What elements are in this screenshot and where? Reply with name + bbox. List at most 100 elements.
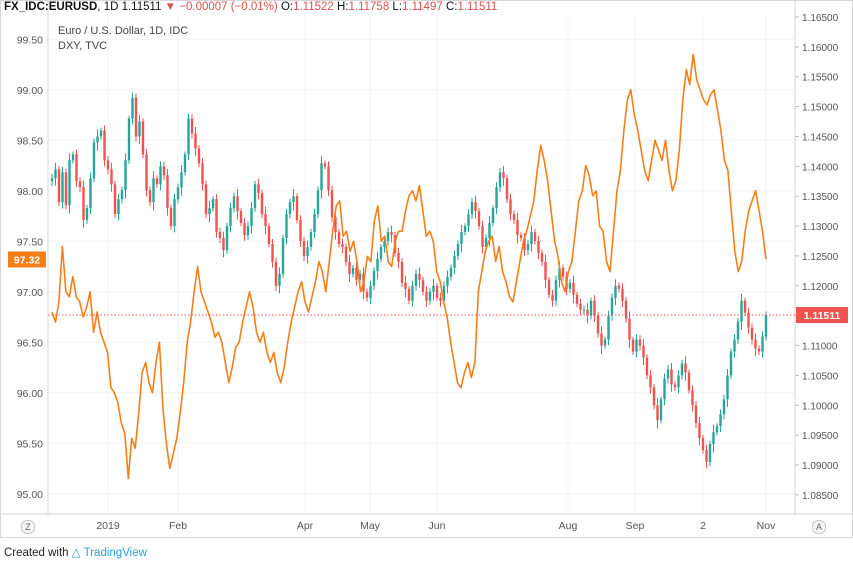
candle-body <box>484 238 488 247</box>
x-tick-label: Nov <box>757 520 776 532</box>
candle-body <box>302 241 306 256</box>
candle-body <box>516 220 519 236</box>
candle-body <box>421 279 425 292</box>
candle-body <box>386 232 390 242</box>
candle-body <box>369 285 372 298</box>
candle-body <box>187 118 190 155</box>
right-tick-label: 1.08500 <box>802 491 839 502</box>
candle-body <box>670 369 673 385</box>
candle-body <box>491 208 495 224</box>
candle-body <box>271 243 274 262</box>
right-tick-label: 1.13000 <box>802 222 839 233</box>
candle-body <box>593 300 596 316</box>
candle-body <box>89 178 92 209</box>
open-value: 1.11522 <box>293 1 334 13</box>
right-tick-label: 1.12500 <box>802 252 839 263</box>
candle-body <box>404 282 407 289</box>
left-tick-label: 96.00 <box>17 388 43 400</box>
candle-body <box>645 357 649 376</box>
candle-body <box>715 426 719 433</box>
symbol-name[interactable]: FX_IDC:EURUSD <box>4 1 98 13</box>
auto-scale-button[interactable]: A <box>812 520 826 534</box>
candle-body <box>446 276 449 286</box>
right-tick-label: 1.12000 <box>802 282 839 293</box>
candle-body <box>250 208 253 227</box>
candle-body <box>243 223 246 236</box>
right-tick-label: 1.10500 <box>802 371 839 382</box>
legend-main-series[interactable]: Euro / U.S. Dollar, 1D, IDC <box>58 25 189 37</box>
candle-body <box>281 238 285 274</box>
candle-body <box>764 315 768 337</box>
tradingview-brand[interactable]: TradingView <box>83 547 147 559</box>
legend-compare-series[interactable]: DXY, TVC <box>58 40 108 52</box>
candle-body <box>680 363 684 376</box>
candle-body <box>575 294 579 304</box>
candle-body <box>533 232 537 242</box>
candle-body <box>708 444 712 463</box>
candle-body <box>568 282 572 289</box>
dxy-series <box>51 53 767 480</box>
candle-body <box>246 226 250 236</box>
candle-body <box>173 199 176 227</box>
candle-body <box>418 273 421 280</box>
zoom-reset-button[interactable]: Z <box>21 520 35 534</box>
candle-body <box>288 202 292 215</box>
symbol-header: FX_IDC:EURUSD, 1D 1.11511 ▼ −0.00007 (−0… <box>4 1 498 13</box>
candle-body <box>705 450 708 463</box>
candle-body <box>96 136 99 143</box>
candle-body <box>148 190 152 203</box>
left-tick-label: 98.50 <box>17 135 43 147</box>
candle-body <box>267 226 271 244</box>
candle-body <box>474 202 477 212</box>
candle-body <box>376 258 379 271</box>
candle-body <box>596 315 600 334</box>
candle-body <box>456 243 460 256</box>
candle-body <box>50 178 54 182</box>
candle-body <box>481 226 484 247</box>
high-value: 1.11758 <box>348 1 390 13</box>
change-value: −0.00007 (−0.01%) <box>179 1 278 13</box>
candle-body <box>712 432 715 445</box>
candle-body <box>159 166 162 185</box>
candle-body <box>383 241 386 247</box>
candle-body <box>582 309 586 311</box>
candle-body <box>747 312 750 328</box>
candle-body <box>691 390 694 406</box>
candle-body <box>530 232 533 244</box>
candle-body <box>320 163 323 191</box>
interval[interactable]: 1D <box>103 1 119 13</box>
dxy-label-text: 97.32 <box>14 254 40 266</box>
candle-body <box>124 160 127 191</box>
x-tick-label: Jun <box>429 520 446 532</box>
right-tick-label: 1.16500 <box>802 13 839 24</box>
candle-body <box>540 252 544 262</box>
candle-body <box>439 297 442 301</box>
candle-body <box>579 303 582 310</box>
candle-body <box>260 193 264 215</box>
candle-body <box>166 175 169 209</box>
candle-body <box>57 169 61 203</box>
candle-body <box>204 184 208 215</box>
candle-body <box>236 196 239 212</box>
right-tick-label: 1.15500 <box>802 73 839 84</box>
x-tick-label: Sep <box>626 520 645 532</box>
grid <box>48 14 795 514</box>
candle-body <box>120 190 124 200</box>
candle-body <box>624 300 628 319</box>
candle-body <box>411 285 414 301</box>
price-label-text: 1.11511 <box>804 310 841 322</box>
candle-body <box>99 130 103 137</box>
eurusd-candles <box>50 92 768 469</box>
candle-body <box>544 261 547 280</box>
candle-body <box>551 294 554 301</box>
candle-body <box>327 166 330 191</box>
candle-body <box>726 375 729 400</box>
candle-body <box>757 348 761 352</box>
candle-body <box>722 399 726 415</box>
candle-body <box>554 279 558 301</box>
x-tick-label: 2019 <box>96 520 120 532</box>
left-tick-label: 95.50 <box>17 438 43 450</box>
candle-body <box>684 363 687 373</box>
candle-body <box>425 291 428 301</box>
